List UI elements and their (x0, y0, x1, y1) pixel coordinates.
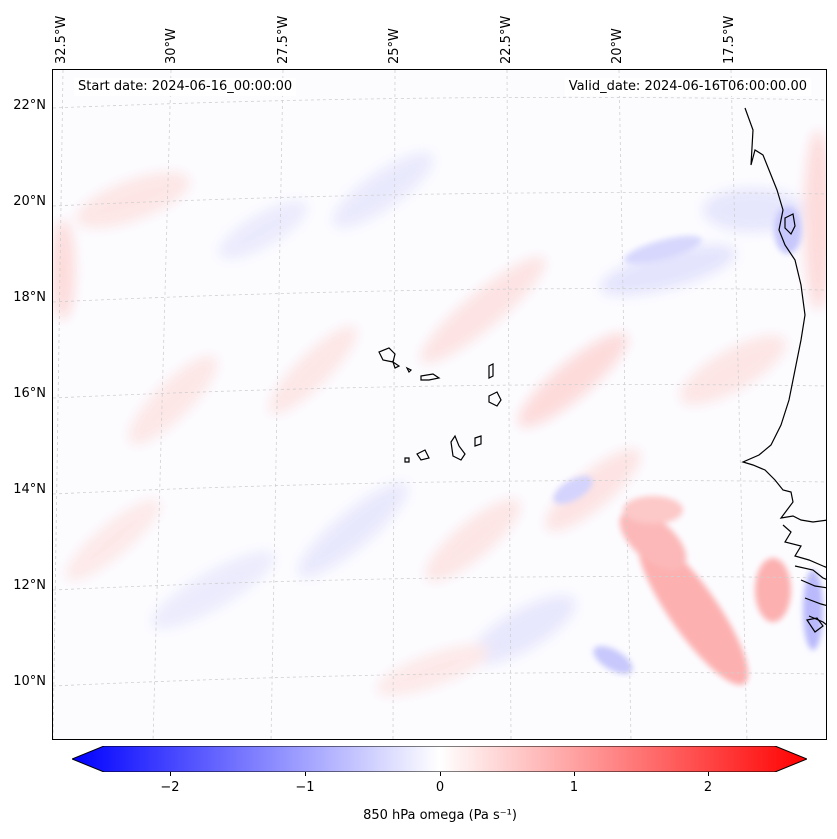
colorbar-tickmark (170, 772, 171, 776)
lat-label: 20°N (13, 194, 46, 209)
lat-label: 16°N (13, 386, 46, 401)
colorbar-tickmark (574, 772, 575, 776)
cape-verde-islands (378, 213, 824, 633)
colorbar-tick-label: −2 (160, 780, 180, 795)
lon-label: 30°W (164, 28, 179, 64)
valid-date-label: Valid_date: 2024-06-16T06:00:00.00 (564, 78, 811, 96)
lon-label: 17.5°W (722, 15, 737, 64)
colorbar-tickmark (440, 772, 441, 776)
colorbar-tickmark (305, 772, 306, 776)
strong-field-features (553, 206, 823, 685)
colorbar-label: 850 hPa omega (Pa s⁻¹) (363, 808, 517, 823)
lon-label: 32.5°W (54, 15, 69, 64)
field-patches (53, 130, 826, 696)
lat-label: 22°N (13, 98, 46, 113)
lat-label: 18°N (13, 290, 46, 305)
colorbar (72, 746, 807, 772)
start-date-label: Start date: 2024-06-16_00:00:00 (74, 78, 297, 96)
omega-field-map (53, 70, 826, 739)
graticule (53, 70, 826, 739)
colorbar-tick-label: −1 (295, 780, 315, 795)
map-panel (52, 69, 827, 740)
lon-label: 27.5°W (276, 15, 291, 64)
colorbar-tickmark (708, 772, 709, 776)
coastline (741, 107, 826, 626)
lat-label: 14°N (13, 482, 46, 497)
lon-label: 25°W (387, 28, 402, 64)
lon-label: 20°W (610, 28, 625, 64)
lat-label: 12°N (13, 578, 46, 593)
colorbar-tick-label: 0 (435, 780, 445, 795)
colorbar-tick-label: 2 (703, 780, 713, 795)
lat-label: 10°N (13, 674, 46, 689)
colorbar-tick-label: 1 (569, 780, 579, 795)
lon-label: 22.5°W (499, 15, 514, 64)
